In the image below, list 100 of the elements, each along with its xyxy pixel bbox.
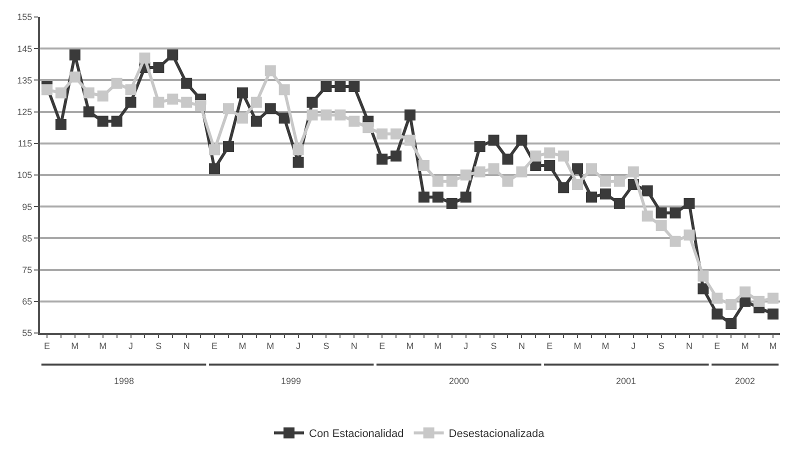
x-tick-label: M <box>238 340 246 351</box>
point <box>181 78 192 89</box>
x-tick-label: M <box>602 340 610 351</box>
point <box>768 292 779 304</box>
point <box>474 141 486 152</box>
point <box>41 84 52 96</box>
point <box>222 141 234 152</box>
point <box>320 81 332 92</box>
point <box>698 270 709 282</box>
point <box>572 163 584 174</box>
x-tick-label: M <box>99 340 107 351</box>
point <box>125 96 136 108</box>
y-tick-label: 75 <box>22 264 32 275</box>
point <box>474 166 486 178</box>
point <box>446 198 458 209</box>
x-tick-label: N <box>686 340 692 351</box>
legend-label: Desestacionalizada <box>448 428 546 440</box>
point <box>236 87 248 98</box>
point <box>516 166 528 178</box>
x-tick-label: J <box>631 340 636 351</box>
point <box>55 87 66 98</box>
point <box>488 134 500 146</box>
point <box>139 52 150 64</box>
text: 2002 <box>735 376 756 386</box>
point <box>334 81 346 92</box>
point <box>530 150 542 162</box>
point <box>111 116 122 127</box>
point <box>167 94 178 105</box>
point <box>600 188 611 200</box>
point <box>642 185 653 196</box>
point <box>516 134 528 146</box>
point <box>712 308 723 320</box>
point <box>600 176 611 187</box>
point <box>250 116 262 127</box>
point <box>684 198 695 209</box>
point <box>432 176 444 187</box>
point <box>209 144 220 156</box>
text: 2001 <box>616 376 636 386</box>
point <box>432 192 444 203</box>
point <box>460 192 472 203</box>
text: 1998 <box>114 376 134 386</box>
x-tick-label: E <box>44 340 50 351</box>
y-tick-label: 125 <box>17 106 32 117</box>
y-tick-label: 155 <box>17 12 32 22</box>
point <box>754 296 765 307</box>
point <box>558 150 570 162</box>
point <box>572 178 584 190</box>
y-tick-label: 65 <box>22 296 32 307</box>
point <box>558 182 570 194</box>
point <box>83 87 94 98</box>
point <box>167 49 178 60</box>
x-tick-label: N <box>518 340 525 351</box>
point <box>69 49 80 60</box>
point <box>544 160 556 172</box>
point <box>628 166 639 178</box>
point <box>209 163 220 174</box>
point <box>292 156 304 168</box>
point <box>656 220 667 232</box>
x-tick-label: N <box>183 340 190 351</box>
text: 1999 <box>281 376 302 386</box>
point <box>404 109 416 120</box>
y-tick-label: 145 <box>17 44 32 54</box>
point <box>614 198 625 209</box>
point <box>236 112 248 124</box>
point <box>698 283 709 294</box>
x-tick-label: E <box>379 340 386 351</box>
point <box>55 118 66 130</box>
point <box>418 192 430 203</box>
x-tick-label: M <box>769 340 777 351</box>
legend-label: Con Estacionalidad <box>309 428 404 440</box>
point <box>222 103 234 114</box>
point <box>97 90 108 102</box>
point <box>250 96 262 108</box>
point <box>446 176 458 187</box>
point <box>264 103 276 114</box>
point <box>125 84 136 96</box>
point <box>153 62 164 74</box>
point <box>488 163 500 174</box>
point <box>292 144 304 156</box>
point <box>390 128 402 140</box>
point <box>726 299 737 310</box>
point <box>69 72 80 83</box>
point <box>670 207 681 218</box>
point <box>376 154 388 165</box>
text: 2000 <box>449 376 470 386</box>
point <box>97 116 108 127</box>
point <box>670 236 681 247</box>
x-tick-label: M <box>574 340 582 351</box>
point <box>153 96 164 108</box>
y-tick-label: 95 <box>22 202 32 212</box>
point <box>264 65 276 76</box>
x-tick-label: S <box>658 340 664 351</box>
x-tick-label: S <box>323 340 330 351</box>
point <box>306 96 318 108</box>
point <box>390 150 402 162</box>
x-tick-label: N <box>350 340 358 351</box>
point <box>278 84 290 96</box>
point <box>320 109 332 120</box>
y-tick-label: 85 <box>22 233 32 244</box>
point <box>181 96 192 108</box>
